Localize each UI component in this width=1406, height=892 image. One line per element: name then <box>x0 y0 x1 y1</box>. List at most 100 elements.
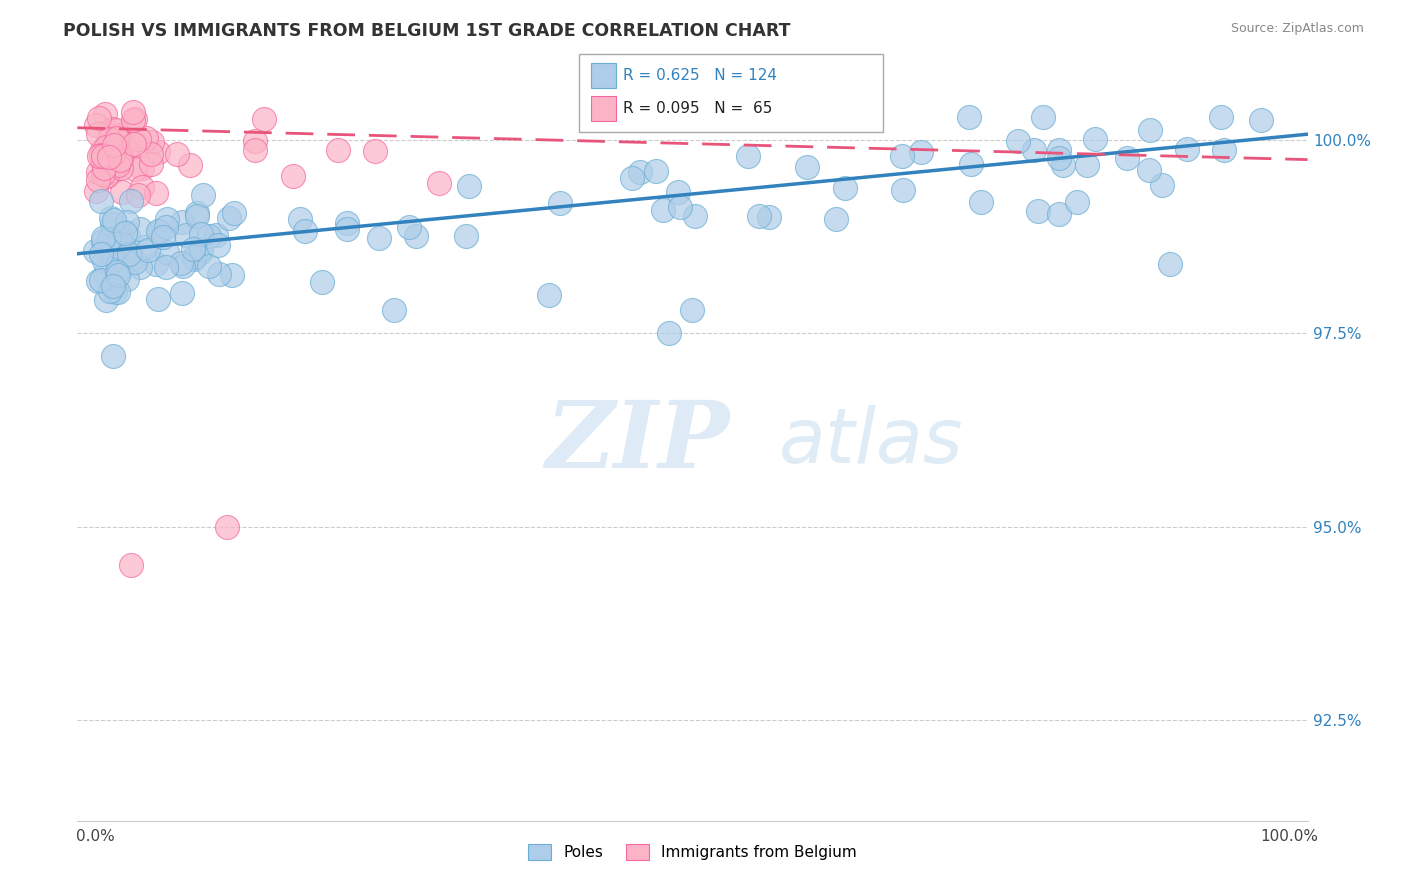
Poles <box>98 232 121 246</box>
Poles <box>148 225 170 239</box>
Text: R = 0.095   N =  65: R = 0.095 N = 65 <box>623 102 772 116</box>
Immigrants from Belgium <box>94 140 117 154</box>
Immigrants from Belgium <box>103 156 125 170</box>
Poles <box>108 240 131 254</box>
Poles <box>198 259 221 273</box>
Text: Source: ZipAtlas.com: Source: ZipAtlas.com <box>1230 22 1364 36</box>
Immigrants from Belgium <box>364 144 387 158</box>
Immigrants from Belgium <box>427 176 450 190</box>
Immigrants from Belgium <box>98 139 121 153</box>
Poles <box>152 230 174 244</box>
Poles <box>311 275 333 289</box>
Immigrants from Belgium <box>124 112 146 127</box>
Poles <box>1047 151 1070 165</box>
Poles <box>172 259 194 273</box>
Poles <box>960 157 983 171</box>
Poles <box>170 255 193 269</box>
Poles <box>198 228 221 243</box>
Poles <box>146 224 169 238</box>
Poles <box>682 303 704 318</box>
Poles <box>155 212 177 227</box>
Poles <box>101 350 124 364</box>
Immigrants from Belgium <box>128 132 150 146</box>
Poles <box>93 253 115 268</box>
Poles <box>115 272 138 286</box>
Immigrants from Belgium <box>91 149 114 163</box>
Poles <box>620 170 643 185</box>
Immigrants from Belgium <box>139 146 162 161</box>
Poles <box>336 222 359 236</box>
Immigrants from Belgium <box>139 157 162 171</box>
Immigrants from Belgium <box>110 151 132 165</box>
Poles <box>336 216 359 230</box>
Poles <box>190 243 212 257</box>
Poles <box>155 260 177 274</box>
Poles <box>1150 178 1173 193</box>
Immigrants from Belgium <box>96 138 118 153</box>
Immigrants from Belgium <box>90 153 112 167</box>
Poles <box>207 267 229 281</box>
Poles <box>645 164 668 178</box>
Poles <box>970 195 993 210</box>
Poles <box>121 252 143 266</box>
Immigrants from Belgium <box>141 135 163 149</box>
Immigrants from Belgium <box>127 187 149 202</box>
Immigrants from Belgium <box>131 179 153 194</box>
Poles <box>207 237 229 252</box>
Poles <box>1076 158 1098 172</box>
Poles <box>98 245 121 260</box>
Poles <box>100 211 122 225</box>
Poles <box>1032 110 1054 124</box>
Poles <box>134 240 156 254</box>
Immigrants from Belgium <box>115 141 138 155</box>
Poles <box>218 211 240 226</box>
Poles <box>183 250 205 264</box>
Poles <box>796 160 818 174</box>
Poles <box>183 252 205 266</box>
Immigrants from Belgium <box>107 132 129 146</box>
Immigrants from Belgium <box>91 167 114 181</box>
Poles <box>457 179 479 194</box>
Poles <box>98 284 121 298</box>
Legend: Poles, Immigrants from Belgium: Poles, Immigrants from Belgium <box>522 838 863 866</box>
Immigrants from Belgium <box>94 106 117 120</box>
Immigrants from Belgium <box>243 143 266 157</box>
Poles <box>186 205 208 219</box>
Poles <box>1250 113 1272 128</box>
Poles <box>1209 110 1232 124</box>
Poles <box>186 209 208 223</box>
Poles <box>129 221 152 235</box>
Poles <box>91 231 114 245</box>
Immigrants from Belgium <box>215 519 238 533</box>
Poles <box>1084 132 1107 146</box>
Poles <box>108 232 131 246</box>
Poles <box>188 246 211 260</box>
Immigrants from Belgium <box>101 164 124 178</box>
Poles <box>103 213 125 227</box>
Poles <box>910 145 932 159</box>
Poles <box>155 220 177 235</box>
Poles <box>105 265 128 279</box>
Immigrants from Belgium <box>253 112 276 126</box>
Immigrants from Belgium <box>96 169 118 183</box>
Poles <box>100 240 122 254</box>
Immigrants from Belgium <box>87 165 110 179</box>
Poles <box>405 229 427 244</box>
Poles <box>957 110 980 124</box>
Immigrants from Belgium <box>87 172 110 186</box>
Poles <box>1024 144 1046 158</box>
Poles <box>737 148 759 162</box>
Immigrants from Belgium <box>243 134 266 148</box>
Immigrants from Belgium <box>281 169 304 183</box>
Poles <box>118 247 141 261</box>
Poles <box>683 209 706 223</box>
Poles <box>91 235 114 249</box>
Immigrants from Belgium <box>96 169 118 183</box>
Poles <box>1159 257 1181 271</box>
Poles <box>145 257 167 271</box>
Immigrants from Belgium <box>108 153 131 168</box>
Poles <box>1052 158 1074 172</box>
Poles <box>1116 151 1139 165</box>
Text: POLISH VS IMMIGRANTS FROM BELGIUM 1ST GRADE CORRELATION CHART: POLISH VS IMMIGRANTS FROM BELGIUM 1ST GR… <box>63 22 790 40</box>
Immigrants from Belgium <box>87 149 110 163</box>
